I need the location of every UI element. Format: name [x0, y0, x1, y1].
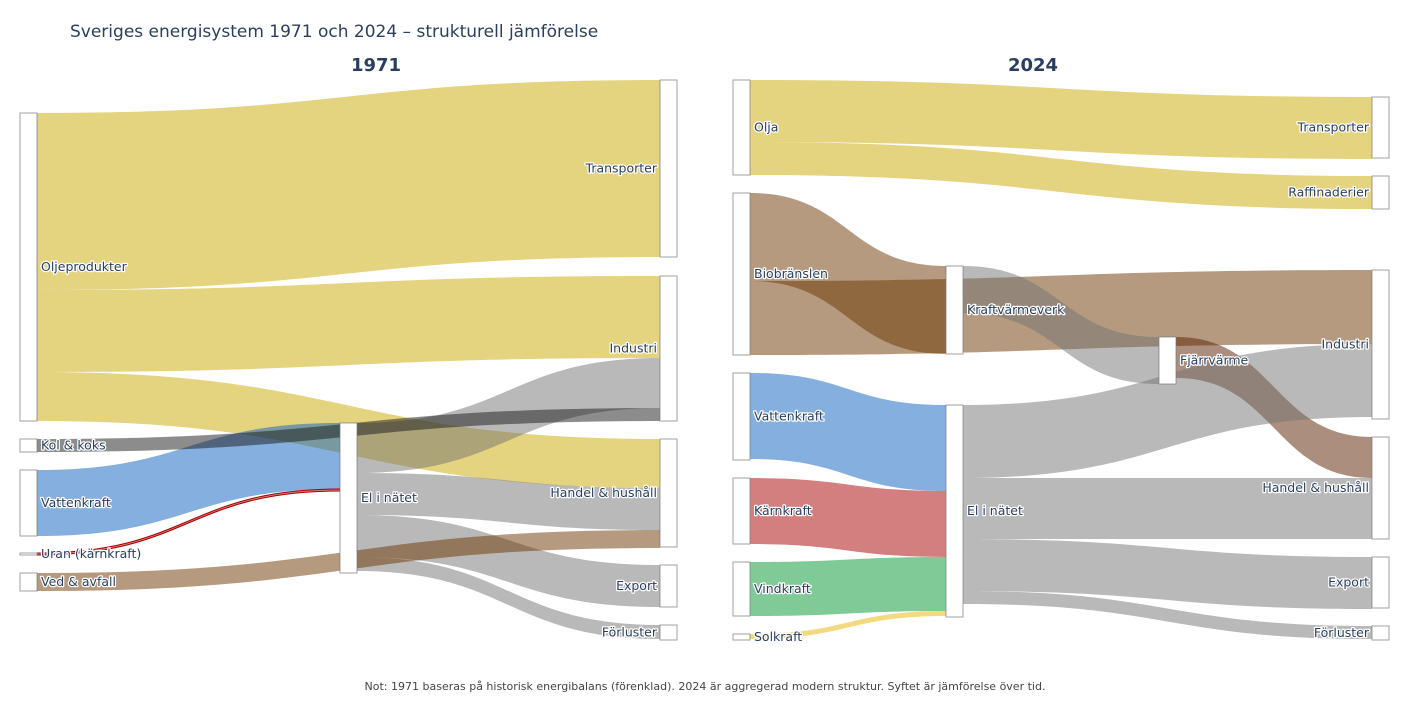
node-label-2024-handel-hushall: Handel & hushåll: [1262, 480, 1369, 495]
node-label-1971-forluster: Förluster: [602, 625, 658, 640]
node-label-2024-fjarrvarme: Fjärrvärme: [1180, 353, 1249, 368]
node-label-1971-oljeprodukter: Oljeprodukter: [41, 259, 128, 274]
link-1971-oljeprodukter-to-industri[interactable]: [37, 276, 660, 372]
node-2024-karnkraft[interactable]: [732, 477, 751, 545]
node-1971-oljeprodukter[interactable]: [19, 112, 38, 422]
node-2024-export[interactable]: [1371, 556, 1390, 609]
link-1971-el-i-natet-to-forluster[interactable]: [357, 557, 660, 639]
link-1971-vattenkraft-to-el-i-natet[interactable]: [37, 423, 340, 536]
node-label-2024-biobranslen: Biobränslen: [754, 266, 828, 281]
node-2024-el-i-natet[interactable]: [945, 404, 964, 618]
link-2024-el-i-natet-to-handel-hushall[interactable]: [963, 478, 1372, 539]
node-label-2024-vindkraft: Vindkraft: [754, 581, 811, 596]
footnote: Not: 1971 baseras på historisk energibal…: [364, 680, 1046, 693]
node-label-2024-el-i-natet: El i nätet: [967, 503, 1023, 518]
node-label-2024-olja: Olja: [754, 120, 778, 135]
node-2024-olja[interactable]: [732, 79, 751, 176]
node-label-2024-karnkraft: Kärnkraft: [754, 503, 812, 518]
link-2024-karnkraft-to-el-i-natet[interactable]: [750, 478, 946, 557]
node-label-2024-export: Export: [1328, 575, 1369, 590]
node-2024-forluster[interactable]: [1371, 625, 1390, 641]
node-1971-ved-avfall[interactable]: [19, 572, 38, 592]
node-1971-export[interactable]: [659, 564, 678, 608]
node-label-2024-vattenkraft: Vattenkraft: [754, 409, 824, 424]
link-2024-vindkraft-to-el-i-natet[interactable]: [750, 557, 946, 616]
node-1971-kol-koks[interactable]: [19, 438, 38, 453]
node-2024-vattenkraft[interactable]: [732, 372, 751, 461]
node-label-1971-ved-avfall: Ved & avfall: [41, 574, 116, 589]
node-label-2024-transporter: Transporter: [1297, 120, 1370, 135]
node-1971-industri[interactable]: [659, 275, 678, 422]
node-2024-kraftvarmeverk[interactable]: [945, 265, 964, 355]
node-label-2024-industri: Industri: [1322, 337, 1370, 352]
link-2024-vattenkraft-to-el-i-natet[interactable]: [750, 373, 946, 491]
panel-title-1971: 1971: [350, 55, 402, 76]
node-1971-vattenkraft[interactable]: [19, 469, 38, 537]
node-label-1971-industri: Industri: [610, 341, 658, 356]
link-1971-el-i-natet-to-handel-hushall[interactable]: [357, 473, 660, 530]
node-2024-industri[interactable]: [1371, 269, 1390, 420]
node-2024-transporter[interactable]: [1371, 96, 1390, 159]
link-2024-olja-to-transporter[interactable]: [750, 80, 1372, 159]
node-1971-transporter[interactable]: [659, 79, 678, 258]
node-label-1971-handel-hushall: Handel & hushåll: [550, 485, 657, 500]
node-label-1971-el-i-natet: El i nätet: [361, 490, 417, 505]
node-1971-uran-karnkraft[interactable]: [19, 552, 38, 556]
link-2024-kraftvarmeverk-to-fjarrvarme[interactable]: [963, 266, 1159, 384]
node-label-1971-vattenkraft: Vattenkraft: [41, 495, 111, 510]
node-label-1971-transporter: Transporter: [585, 161, 658, 176]
link-2024-solkraft-to-el-i-natet[interactable]: [750, 611, 946, 639]
node-2024-vindkraft[interactable]: [732, 561, 751, 617]
panel-title-2024: 2024: [1007, 55, 1059, 76]
node-2024-biobranslen[interactable]: [732, 192, 751, 356]
node-label-2024-kraftvarmeverk: Kraftvärmeverk: [967, 302, 1065, 317]
node-1971-handel-hushall[interactable]: [659, 438, 678, 548]
link-2024-el-i-natet-to-export[interactable]: [963, 539, 1372, 609]
node-label-2024-solkraft: Solkraft: [754, 629, 802, 644]
node-1971-forluster[interactable]: [659, 624, 678, 641]
link-1971-oljeprodukter-to-transporter[interactable]: [37, 80, 660, 290]
node-label-1971-kol-koks: Kol & koks: [41, 438, 106, 453]
node-2024-solkraft[interactable]: [732, 633, 751, 641]
link-2024-el-i-natet-to-industri[interactable]: [963, 344, 1372, 478]
node-label-2024-forluster: Förluster: [1314, 625, 1370, 640]
node-2024-raffinaderier[interactable]: [1371, 175, 1390, 210]
node-label-2024-raffinaderier: Raffinaderier: [1288, 185, 1370, 200]
figure-title: Sveriges energisystem 1971 och 2024 – st…: [70, 22, 599, 42]
link-1971-el-i-natet-to-export[interactable]: [357, 515, 660, 607]
node-label-1971-export: Export: [616, 578, 657, 593]
node-2024-fjarrvarme[interactable]: [1158, 336, 1177, 385]
link-2024-el-i-natet-to-forluster[interactable]: [963, 591, 1372, 639]
link-2024-olja-to-raffinaderier[interactable]: [750, 142, 1372, 209]
node-1971-el-i-natet[interactable]: [339, 422, 358, 574]
node-label-1971-uran-karnkraft: Uran (kärnkraft): [41, 546, 141, 561]
node-2024-handel-hushall[interactable]: [1371, 436, 1390, 540]
